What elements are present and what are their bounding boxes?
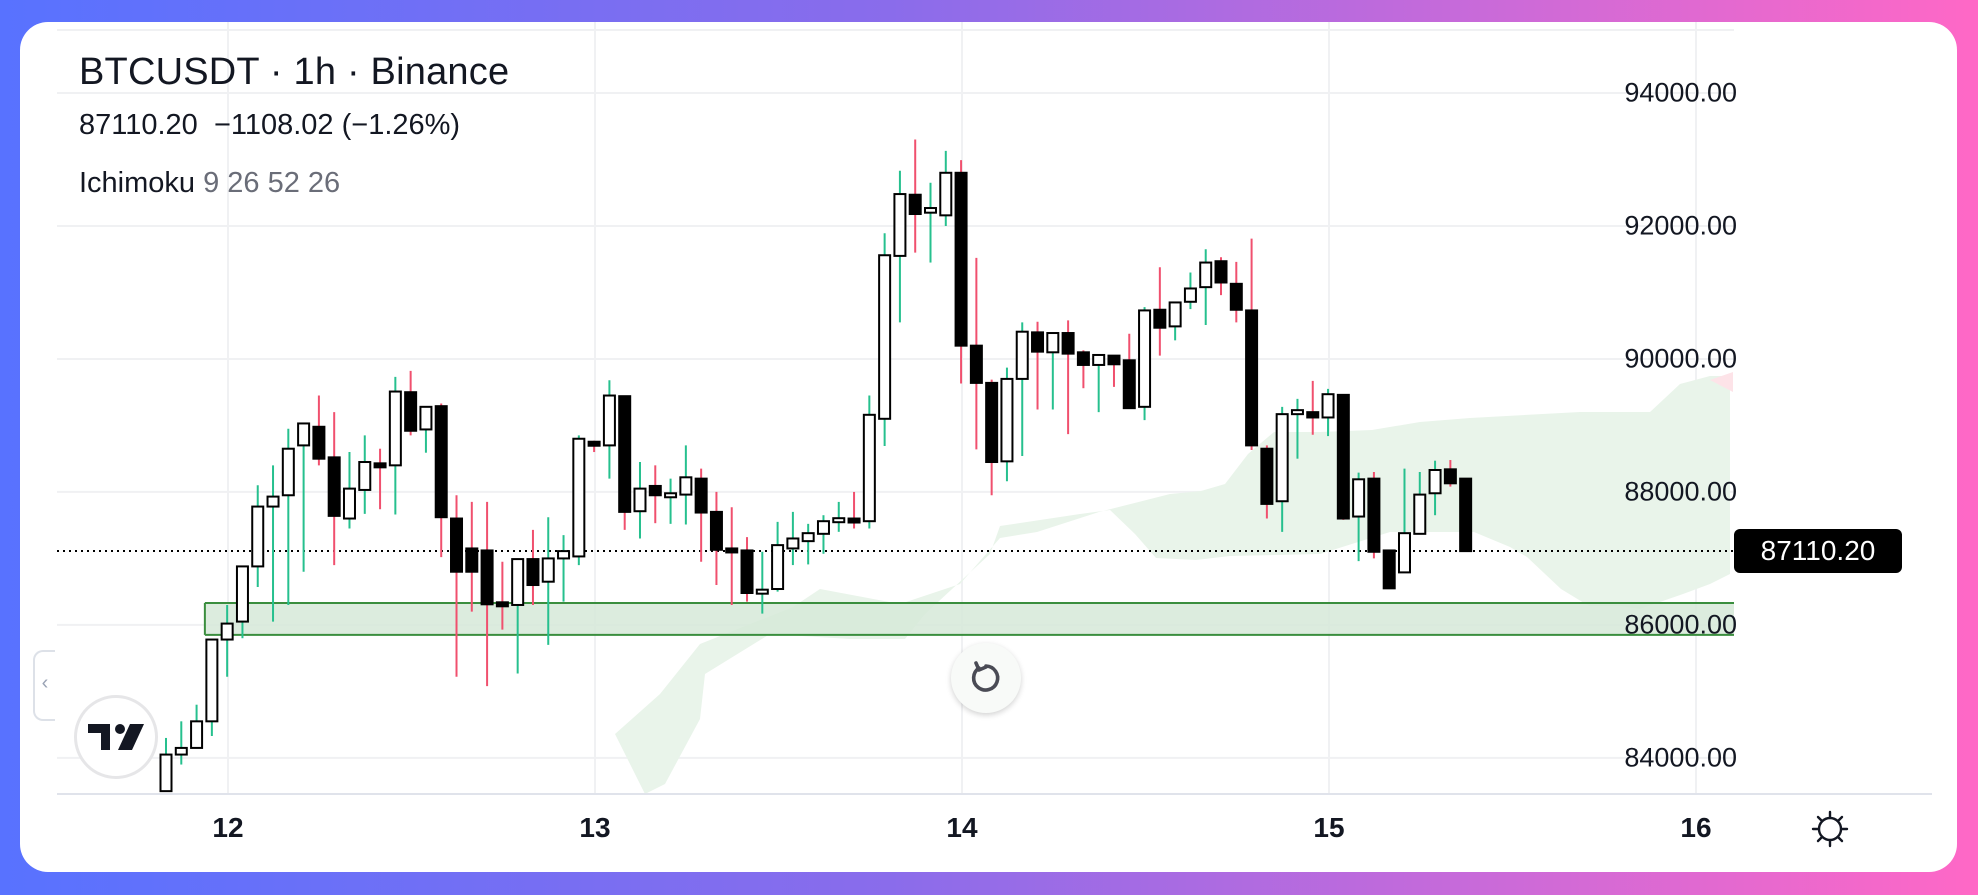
gear-icon <box>1811 810 1849 848</box>
reset-chart-button[interactable] <box>951 643 1021 713</box>
price-axis-label: 84000.00 <box>1624 742 1737 773</box>
candlesticks <box>159 139 1473 793</box>
price-axis-label: 86000.00 <box>1624 609 1737 640</box>
time-axis-label: 13 <box>579 812 611 843</box>
price-chart[interactable] <box>20 22 1957 872</box>
last-price-value: 87110.20 <box>79 109 198 141</box>
symbol-title[interactable]: BTCUSDT · 1h · Binance <box>79 51 510 93</box>
indicator-name: Ichimoku <box>79 167 196 199</box>
time-axis-label: 14 <box>946 812 978 843</box>
price-change-value: −1108.02 (−1.26%) <box>213 109 461 141</box>
last-price-label: 87110.20 <box>1734 529 1902 573</box>
chevron-left-icon: ‹ <box>41 672 49 694</box>
tradingview-logo[interactable] <box>74 695 158 779</box>
price-axis-label: 90000.00 <box>1624 343 1737 374</box>
price-axis-label: 94000.00 <box>1624 77 1737 108</box>
price-change-line: 87110.20 −1108.02 (−1.26%) <box>79 105 509 145</box>
settings-button[interactable] <box>1810 809 1850 849</box>
price-axis-label: 92000.00 <box>1624 210 1737 241</box>
chart-legend: BTCUSDT · 1h · Binance 87110.20 −1108.02… <box>79 48 509 203</box>
time-axis-label: 16 <box>1680 812 1712 843</box>
time-axis-label: 12 <box>212 812 244 843</box>
indicator-legend[interactable]: Ichimoku 9 26 52 26 <box>79 163 509 203</box>
collapse-toolbar-button[interactable]: ‹ <box>33 650 55 721</box>
support-zone <box>203 601 1734 636</box>
price-axis-label: 88000.00 <box>1624 476 1737 507</box>
chart-card: BTCUSDT · 1h · Binance 87110.20 −1108.02… <box>20 22 1957 872</box>
indicator-params: 9 26 52 26 <box>203 167 341 199</box>
tradingview-logo-icon <box>88 724 144 750</box>
reset-chart-icon <box>971 661 1000 692</box>
time-axis-label: 15 <box>1313 812 1345 843</box>
